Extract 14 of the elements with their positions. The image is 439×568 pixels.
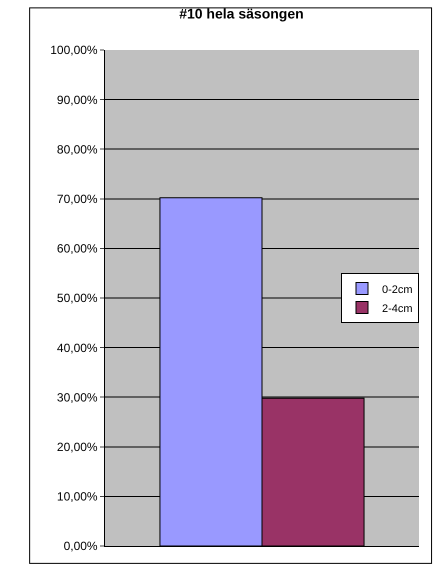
chart-title: #10 hela säsongen bbox=[179, 5, 304, 22]
y-tick-label: 30,00% bbox=[56, 390, 98, 404]
y-tick-label: 80,00% bbox=[56, 142, 98, 156]
y-tick-label: 40,00% bbox=[56, 340, 98, 355]
y-tick-label: 70,00% bbox=[56, 192, 98, 206]
y-tick-label: 90,00% bbox=[56, 92, 98, 107]
legend-label: 0-2cm bbox=[382, 284, 413, 296]
y-tick-label: 60,00% bbox=[56, 242, 98, 256]
y-tick-label: 50,00% bbox=[56, 291, 98, 306]
y-tick-label: 20,00% bbox=[56, 440, 98, 454]
y-tick-label: 10,00% bbox=[56, 490, 98, 504]
y-tick-label: 100,00% bbox=[50, 43, 98, 58]
legend-label: 2-4cm bbox=[382, 302, 413, 315]
y-tick-label: 0,00% bbox=[64, 539, 98, 554]
